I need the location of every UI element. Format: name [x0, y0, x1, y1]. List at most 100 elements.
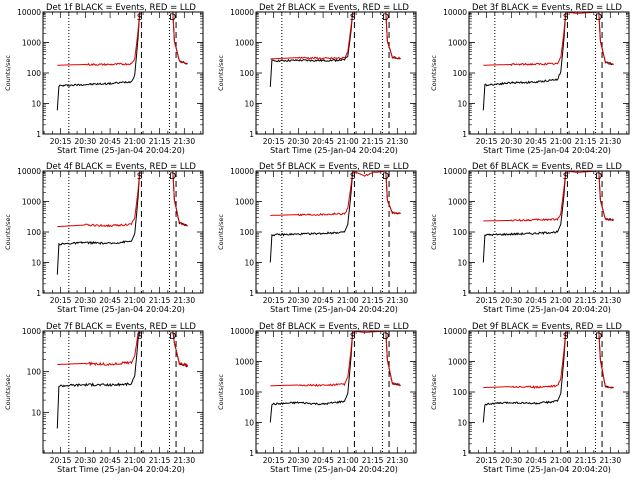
panel-title: Det 6f BLACK = Events, RED = LLD	[472, 162, 622, 172]
y-axis-label: Counts/sec	[430, 374, 438, 410]
x-tick-label: 20:45	[99, 456, 121, 465]
marker-label-s: S	[137, 332, 143, 342]
x-tick-label: 20:45	[312, 137, 334, 146]
plot-frame	[468, 170, 630, 294]
x-tick-label: 20:45	[99, 296, 121, 305]
marker-label-s: S	[563, 13, 569, 23]
y-axis-label: Counts/sec	[217, 214, 225, 250]
x-tick-label: 20:15	[263, 137, 285, 146]
x-tick-label: 20:15	[476, 296, 498, 305]
x-tick-label: 21:30	[386, 296, 408, 305]
y-tick-label: 1000	[448, 358, 467, 367]
y-axis-label: Counts/sec	[430, 214, 438, 250]
y-tick-label: 1000	[235, 198, 254, 207]
x-tick-label: 21:00	[550, 137, 572, 146]
events-series-line	[56, 330, 188, 429]
x-tick-label: 20:45	[525, 137, 547, 146]
lld-series-line	[483, 11, 614, 67]
marker-label-s: S	[350, 13, 356, 23]
plot-frame	[255, 11, 417, 135]
x-tick-label: 20:45	[525, 456, 547, 465]
x-tick-label: 20:30	[288, 296, 310, 305]
marker-label-d: D	[169, 332, 176, 342]
x-tick-label: 20:15	[476, 137, 498, 146]
y-tick-label: 100	[240, 69, 255, 78]
plot-frame	[255, 330, 417, 454]
detector-panel-1: Det 1f BLACK = Events, RED = LLD Counts/s…	[4, 3, 204, 155]
detector-panel-6: Det 6f BLACK = Events, RED = LLD Counts/s…	[430, 162, 630, 314]
y-tick-label: 1	[249, 449, 254, 458]
y-tick-label: 1000	[235, 39, 254, 48]
marker-label-d: D	[595, 13, 602, 23]
y-tick-label: 10000	[443, 327, 467, 336]
x-tick-label: 20:45	[312, 456, 334, 465]
y-tick-label: 100	[453, 69, 468, 78]
x-tick-label: 21:00	[550, 456, 572, 465]
detector-panel-8: Det 8f BLACK = Events, RED = LLD Counts/s…	[217, 322, 417, 474]
lld-series-line	[57, 170, 188, 228]
x-tick-label: 21:15	[149, 296, 171, 305]
marker-label-d: D	[382, 13, 389, 23]
y-tick-label: 1000	[448, 198, 467, 207]
plot-frame	[42, 170, 204, 294]
y-tick-label: 100	[453, 228, 468, 237]
x-tick-label: 21:30	[599, 137, 621, 146]
events-series-line	[482, 170, 614, 263]
lld-series-line	[270, 11, 401, 60]
detector-panel-7: Det 7f BLACK = Events, RED = LLD Counts/s…	[4, 322, 204, 474]
x-tick-label: 21:15	[149, 456, 171, 465]
x-tick-label: 21:00	[124, 137, 146, 146]
y-tick-label: 10000	[230, 8, 254, 17]
events-series-line	[269, 11, 401, 87]
y-tick-label: 10000	[230, 167, 254, 176]
panel-title: Det 1f BLACK = Events, RED = LLD	[46, 3, 196, 13]
y-tick-label: 1000	[22, 327, 41, 336]
x-tick-label: 21:30	[599, 456, 621, 465]
y-tick-label: 100	[240, 388, 255, 397]
y-tick-label: 10000	[443, 167, 467, 176]
marker-label-d: D	[382, 172, 389, 182]
x-tick-label: 21:15	[149, 137, 171, 146]
detector-panel-9: Det 9f BLACK = Events, RED = LLD Counts/s…	[430, 322, 630, 474]
marker-label-d: D	[169, 172, 176, 182]
x-tick-label: 20:30	[288, 137, 310, 146]
x-tick-label: 21:00	[124, 296, 146, 305]
y-axis-label: Counts/sec	[4, 374, 12, 410]
x-tick-label: 20:30	[501, 296, 523, 305]
y-tick-label: 100	[27, 69, 42, 78]
plot-frame	[42, 330, 204, 454]
plot-frame	[468, 330, 630, 454]
plot-frame	[255, 170, 417, 294]
marker-label-s: S	[137, 13, 143, 23]
y-tick-label: 10000	[17, 8, 41, 17]
plot-frame	[42, 11, 204, 135]
x-axis-label: Start Time (25-Jan-04 20:04:20)	[270, 305, 398, 314]
x-tick-label: 21:00	[337, 296, 359, 305]
panel-title: Det 7f BLACK = Events, RED = LLD	[46, 322, 196, 332]
x-tick-label: 21:15	[362, 137, 384, 146]
y-tick-label: 10	[31, 408, 41, 417]
y-axis-label: Counts/sec	[217, 374, 225, 410]
marker-label-s: S	[563, 172, 569, 182]
x-axis-label: Start Time (25-Jan-04 20:04:20)	[57, 146, 185, 155]
x-tick-label: 20:45	[99, 137, 121, 146]
y-tick-label: 100	[453, 388, 468, 397]
x-tick-label: 20:15	[476, 456, 498, 465]
marker-label-d: D	[595, 332, 602, 342]
y-tick-label: 10	[244, 259, 254, 268]
y-tick-label: 10000	[443, 8, 467, 17]
x-tick-label: 21:00	[124, 456, 146, 465]
y-tick-label: 10	[244, 419, 254, 428]
events-series-line	[56, 11, 188, 111]
lld-series-line	[270, 170, 401, 217]
panel-title: Det 2f BLACK = Events, RED = LLD	[259, 3, 409, 13]
x-tick-label: 20:30	[501, 137, 523, 146]
x-tick-label: 21:30	[386, 456, 408, 465]
detector-panel-4: Det 4f BLACK = Events, RED = LLD Counts/s…	[4, 162, 204, 314]
x-tick-label: 21:00	[337, 137, 359, 146]
x-tick-label: 21:30	[173, 137, 195, 146]
y-tick-label: 1000	[22, 39, 41, 48]
y-tick-label: 1	[36, 289, 41, 298]
panel-title: Det 9f BLACK = Events, RED = LLD	[472, 322, 622, 332]
marker-label-s: S	[350, 172, 356, 182]
